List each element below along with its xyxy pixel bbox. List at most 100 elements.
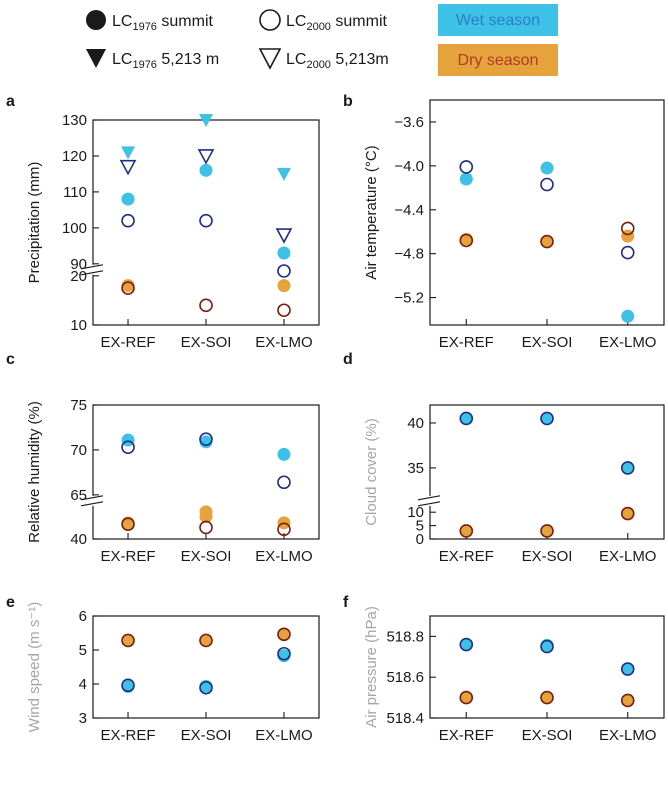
data-point-wet-filled-circle <box>459 638 473 652</box>
data-point-wet-open-circle <box>620 245 635 260</box>
data-point-wet-filled-circle <box>621 461 635 475</box>
legend-filled-triangle-icon <box>86 49 106 68</box>
x-tick-label: EX-REF <box>101 548 156 565</box>
data-point-wet-open-circle <box>121 678 135 693</box>
legend-label-suffix: 5,213 m <box>157 51 219 68</box>
axis-break-mark <box>80 501 104 507</box>
data-point-dry-open-circle <box>459 524 474 538</box>
season-label: Wet season <box>456 12 540 29</box>
panel-e: e 3 4 5 6 EX-REF EX-SOI EX-LMO Wind speed (m s⁻¹… <box>6 594 320 744</box>
data-point-wet-filled-triangle <box>121 146 136 160</box>
data-point-wet-filled-circle <box>277 246 291 260</box>
y-tick-label: 100 <box>62 220 87 237</box>
y-tick-label: 70 <box>70 442 87 459</box>
panel-label: c <box>6 351 15 368</box>
data-point-dry-filled-circle <box>459 524 473 538</box>
data-point-wet-filled-circle <box>621 309 635 323</box>
panel-f: f 518.4 518.6 518.8 EX-REF EX-SOI EX-LMO Air pr… <box>343 594 665 744</box>
y-tick-label: −5.2 <box>394 290 424 307</box>
legend-open-circle-icon <box>259 9 281 31</box>
y-tick-label: −4.8 <box>394 246 424 263</box>
legend-item-lc1976_summit: LC1976 summit <box>86 10 213 33</box>
data-point-dry-open-circle <box>277 303 291 318</box>
season-legend-box-0: Wet season <box>438 4 558 36</box>
y-axis-label: Wind speed (m s⁻¹) <box>26 602 43 732</box>
axis-break-mark <box>80 270 104 276</box>
x-tick-label: EX-SOI <box>181 548 232 565</box>
data-point-dry-open-circle <box>277 627 291 642</box>
x-tick-label: EX-SOI <box>522 727 573 744</box>
data-point-wet-open-circle <box>121 213 135 228</box>
data-point-dry-open-circle <box>459 690 474 705</box>
legend-label-suffix: 5,213m <box>331 51 389 68</box>
x-tick-label: EX-SOI <box>181 727 232 744</box>
y-tick-label: 75 <box>70 397 87 414</box>
data-point-dry-open-circle <box>540 524 554 538</box>
data-point-wet-filled-circle <box>459 411 473 425</box>
data-point-wet-open-circle <box>199 680 213 695</box>
data-point-wet-filled-circle <box>540 161 554 175</box>
legend-label-lc1976_5213: LC1976 5,213 m <box>112 51 219 71</box>
data-point-wet-open-triangle <box>197 149 215 165</box>
data-point-dry-open-circle <box>540 234 554 249</box>
data-point-dry-filled-circle <box>621 693 635 707</box>
panel-label: d <box>343 351 353 368</box>
panel-label: b <box>343 93 353 110</box>
legend-label-suffix: summit <box>157 13 214 30</box>
data-point-dry-open-circle <box>620 693 635 708</box>
data-point-dry-open-circle <box>540 690 554 705</box>
legend-filled-circle-icon <box>86 10 106 30</box>
x-tick-label: EX-REF <box>439 334 494 351</box>
legend-label-subscript: 1976 <box>132 59 156 71</box>
y-tick-label: 0 <box>416 531 424 548</box>
y-tick-label: 518.4 <box>386 710 424 727</box>
y-tick-label: 10 <box>70 317 87 334</box>
y-axis-label: Precipitation (mm) <box>26 162 43 284</box>
data-point-wet-open-circle <box>620 461 635 475</box>
data-point-wet-open-triangle <box>275 228 293 244</box>
data-point-dry-filled-circle <box>199 509 213 523</box>
x-tick-label: EX-REF <box>101 334 156 351</box>
data-point-dry-filled-circle <box>277 627 291 641</box>
legend-label-prefix: LC <box>112 13 132 30</box>
legend-item-lc1976_5213: LC1976 5,213 m <box>86 49 219 71</box>
data-point-wet-filled-circle <box>277 447 291 461</box>
data-point-dry-filled-circle <box>540 691 554 705</box>
legend-label-lc2000_5213: LC2000 5,213m <box>286 51 389 71</box>
y-tick-label: 10 <box>407 504 424 521</box>
y-axis-label: Air temperature (°C) <box>363 145 380 279</box>
y-tick-label: 20 <box>70 268 87 285</box>
data-point-wet-filled-circle <box>540 411 554 425</box>
axis-break-mark <box>417 495 441 501</box>
y-tick-label: −4.4 <box>394 202 424 219</box>
y-tick-label: 518.8 <box>386 628 424 645</box>
y-tick-label: 90 <box>70 256 87 273</box>
y-tick-label: 3 <box>79 710 87 727</box>
season-label: Dry season <box>458 52 539 69</box>
data-point-wet-open-circle <box>540 177 554 192</box>
data-point-dry-open-circle <box>277 522 291 537</box>
y-axis-label: Air pressure (hPa) <box>363 606 380 728</box>
data-point-dry-filled-circle <box>199 633 213 647</box>
season-legend-box-1: Dry season <box>438 44 558 76</box>
data-point-dry-open-circle <box>199 520 213 535</box>
y-axis-label: Relative humidity (%) <box>26 401 43 543</box>
y-tick-label: 40 <box>407 415 424 432</box>
panel-label: f <box>343 594 349 611</box>
y-tick-label: −3.6 <box>394 114 424 131</box>
x-tick-label: EX-REF <box>101 727 156 744</box>
y-tick-label: 110 <box>63 184 87 201</box>
data-point-wet-open-circle <box>277 475 291 490</box>
data-point-wet-open-circle <box>540 639 554 654</box>
axis-break-mark <box>417 501 441 507</box>
axis-break-mark <box>80 264 104 270</box>
data-point-wet-open-circle <box>199 432 213 446</box>
data-point-dry-open-circle <box>459 233 474 248</box>
y-tick-label: 65 <box>70 487 87 504</box>
legend-item-lc2000_5213: LC2000 5,213m <box>258 48 389 71</box>
legend-item-lc2000_summit: LC2000 summit <box>259 9 387 33</box>
data-point-wet-open-circle <box>459 160 474 174</box>
